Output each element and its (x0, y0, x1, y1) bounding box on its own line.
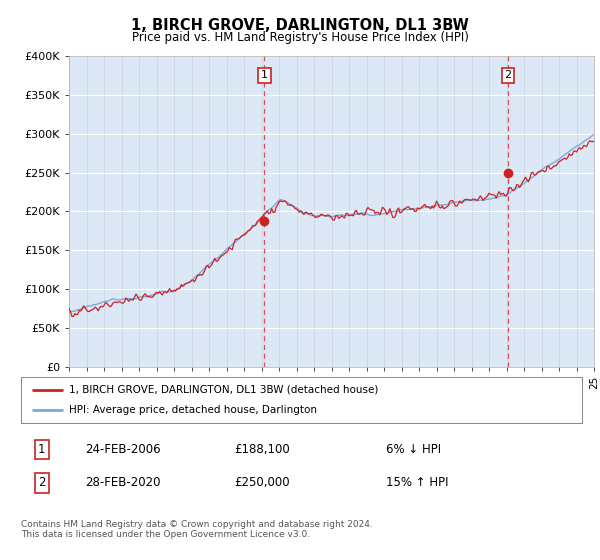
Text: 1, BIRCH GROVE, DARLINGTON, DL1 3BW (detached house): 1, BIRCH GROVE, DARLINGTON, DL1 3BW (det… (68, 385, 378, 395)
Text: 24-FEB-2006: 24-FEB-2006 (86, 443, 161, 456)
Text: 1, BIRCH GROVE, DARLINGTON, DL1 3BW: 1, BIRCH GROVE, DARLINGTON, DL1 3BW (131, 18, 469, 34)
Text: 1: 1 (261, 71, 268, 81)
Text: Price paid vs. HM Land Registry's House Price Index (HPI): Price paid vs. HM Land Registry's House … (131, 31, 469, 44)
Text: 2: 2 (505, 71, 512, 81)
Text: 15% ↑ HPI: 15% ↑ HPI (386, 477, 448, 489)
Text: £250,000: £250,000 (234, 477, 290, 489)
Text: HPI: Average price, detached house, Darlington: HPI: Average price, detached house, Darl… (68, 405, 317, 415)
Text: 2: 2 (38, 477, 46, 489)
Text: Contains HM Land Registry data © Crown copyright and database right 2024.
This d: Contains HM Land Registry data © Crown c… (21, 520, 373, 539)
Text: 6% ↓ HPI: 6% ↓ HPI (386, 443, 441, 456)
Text: £188,100: £188,100 (234, 443, 290, 456)
Text: 1: 1 (38, 443, 46, 456)
Text: 28-FEB-2020: 28-FEB-2020 (86, 477, 161, 489)
